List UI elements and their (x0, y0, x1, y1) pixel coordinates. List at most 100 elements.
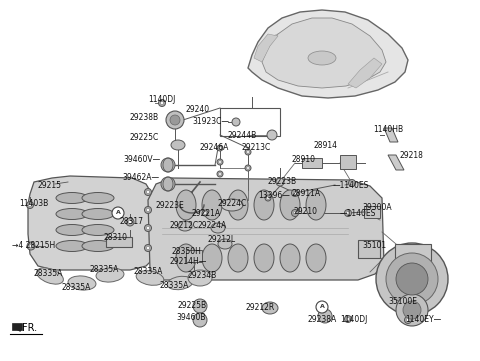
Circle shape (318, 309, 332, 323)
Ellipse shape (254, 190, 274, 220)
Polygon shape (148, 178, 384, 280)
Ellipse shape (228, 190, 248, 220)
Polygon shape (388, 155, 404, 170)
Ellipse shape (221, 199, 243, 211)
Ellipse shape (56, 225, 88, 235)
Circle shape (27, 242, 35, 250)
Text: 28335A: 28335A (90, 265, 120, 274)
Text: —1140ES: —1140ES (340, 209, 376, 217)
Text: 39460V—: 39460V— (123, 156, 160, 165)
Circle shape (219, 147, 221, 149)
Circle shape (112, 207, 124, 219)
Text: 39460B: 39460B (176, 313, 205, 322)
Ellipse shape (176, 244, 196, 272)
Circle shape (405, 317, 411, 323)
Polygon shape (28, 176, 158, 270)
Circle shape (217, 171, 223, 177)
Ellipse shape (228, 244, 248, 272)
Text: 29234B: 29234B (187, 270, 216, 279)
Circle shape (144, 188, 152, 196)
Text: 29223E: 29223E (155, 200, 184, 209)
Text: 29218: 29218 (400, 151, 424, 160)
Ellipse shape (254, 244, 274, 272)
Text: 1140DJ: 1140DJ (148, 96, 175, 104)
Circle shape (245, 165, 251, 171)
Ellipse shape (202, 244, 222, 272)
Text: 1140HB: 1140HB (373, 126, 403, 135)
Text: 28350H: 28350H (172, 248, 202, 257)
Polygon shape (384, 128, 398, 142)
Circle shape (350, 182, 354, 184)
Circle shape (348, 179, 356, 187)
Ellipse shape (56, 192, 88, 204)
Text: 29213C: 29213C (241, 144, 270, 152)
Circle shape (161, 177, 175, 191)
Circle shape (161, 158, 175, 172)
Circle shape (247, 167, 249, 169)
Text: 29212L: 29212L (208, 235, 236, 244)
Ellipse shape (82, 225, 114, 235)
Ellipse shape (56, 209, 88, 219)
Circle shape (276, 178, 284, 186)
Text: —1140ES: —1140ES (333, 180, 370, 190)
Text: 29215: 29215 (37, 182, 61, 191)
Ellipse shape (136, 271, 164, 285)
Bar (340, 155, 356, 169)
Circle shape (347, 317, 349, 321)
Text: 29212R: 29212R (245, 304, 274, 313)
Bar (364, 206, 380, 218)
Text: 29224C: 29224C (218, 199, 247, 208)
Ellipse shape (188, 270, 212, 286)
Ellipse shape (308, 51, 336, 65)
Text: 29238B: 29238B (129, 113, 158, 122)
Text: 29221A: 29221A (192, 209, 221, 217)
Text: 29225C: 29225C (130, 132, 159, 142)
Circle shape (247, 151, 249, 153)
Circle shape (403, 301, 421, 319)
Text: 13396—: 13396— (258, 191, 290, 200)
Circle shape (160, 101, 164, 105)
Circle shape (126, 218, 134, 226)
Text: 29210: 29210 (293, 208, 317, 217)
Ellipse shape (82, 192, 114, 204)
Text: 1140EY—: 1140EY— (405, 316, 441, 325)
Text: 28335A: 28335A (33, 269, 62, 278)
Bar (395, 244, 431, 264)
Circle shape (219, 161, 221, 163)
Text: A: A (116, 210, 120, 216)
Ellipse shape (211, 223, 225, 233)
Text: 29212C: 29212C (169, 221, 198, 230)
Circle shape (28, 204, 32, 206)
Circle shape (219, 173, 221, 175)
Bar (358, 240, 380, 258)
Text: 29238A: 29238A (308, 314, 337, 323)
Text: 11403B: 11403B (19, 200, 48, 209)
Bar (302, 158, 322, 168)
Text: 29225B: 29225B (177, 300, 206, 309)
Ellipse shape (82, 209, 114, 219)
Ellipse shape (82, 240, 114, 252)
Circle shape (217, 159, 223, 165)
Text: 31923C—: 31923C— (192, 117, 229, 126)
Circle shape (144, 225, 152, 231)
Circle shape (193, 313, 207, 327)
Circle shape (170, 115, 180, 125)
Circle shape (345, 209, 351, 217)
Circle shape (267, 130, 277, 140)
Circle shape (407, 318, 409, 322)
Circle shape (245, 149, 251, 155)
Circle shape (146, 226, 150, 230)
Text: 35101: 35101 (362, 240, 386, 249)
Text: 28317: 28317 (119, 217, 143, 226)
Polygon shape (254, 34, 278, 62)
Circle shape (376, 243, 448, 315)
Text: 1140DJ: 1140DJ (340, 314, 367, 323)
Circle shape (166, 111, 184, 129)
Circle shape (293, 212, 297, 214)
Text: 29214H—: 29214H— (169, 257, 206, 266)
Ellipse shape (280, 244, 300, 272)
Circle shape (146, 247, 150, 249)
Circle shape (386, 253, 438, 305)
Circle shape (291, 190, 299, 196)
Text: 39462A—: 39462A— (122, 174, 159, 183)
